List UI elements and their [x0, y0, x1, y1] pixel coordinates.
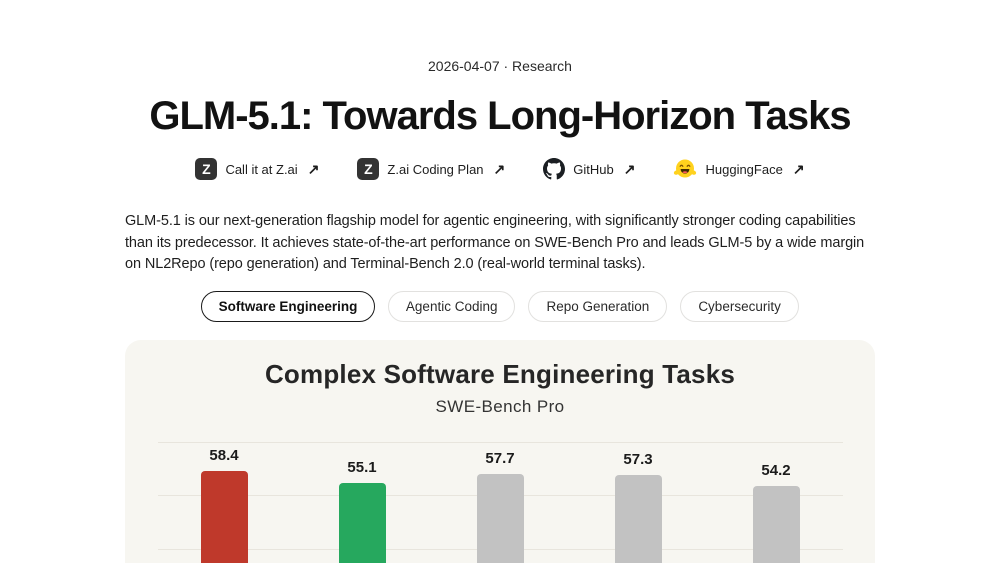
- links-row: Z Call it at Z.ai ↗ Z Z.ai Coding Plan ↗…: [0, 157, 1000, 181]
- bar-1: [200, 471, 248, 563]
- plot-area: 58.4 55.1 57.7 57.3 54.2: [125, 340, 875, 563]
- link-label: Call it at Z.ai: [225, 161, 298, 177]
- link-label: GitHub: [573, 161, 614, 177]
- zai-logo-icon: Z: [195, 158, 218, 180]
- tab-repo-generation[interactable]: Repo Generation: [528, 290, 668, 322]
- bar-5: [752, 486, 800, 563]
- link-zai-coding-plan[interactable]: Z Z.ai Coding Plan ↗: [357, 158, 505, 180]
- date-line: 2026-04-07 · Research: [428, 58, 572, 74]
- bar-value-label: 58.4: [209, 447, 239, 464]
- tab-cybersecurity[interactable]: Cybersecurity: [680, 290, 799, 322]
- external-link-icon: ↗: [307, 160, 320, 177]
- link-label: Z.ai Coding Plan: [387, 161, 484, 177]
- link-huggingface[interactable]: HuggingFace ↗: [673, 157, 805, 181]
- chart-subtitle: SWE-Bench Pro: [435, 397, 565, 416]
- link-call-it-at-zai[interactable]: Z Call it at Z.ai ↗: [195, 158, 319, 180]
- tab-agentic-coding[interactable]: Agentic Coding: [387, 290, 516, 322]
- category-tabs: Software Engineering Agentic Coding Repo…: [0, 290, 1000, 322]
- zai-logo-icon: Z: [357, 158, 380, 180]
- external-link-icon: ↗: [623, 160, 636, 177]
- link-label: HuggingFace: [705, 161, 783, 177]
- page-title: GLM-5.1: Towards Long-Horizon Tasks: [149, 94, 851, 138]
- huggingface-icon: [673, 157, 697, 181]
- intro-paragraph: GLM-5.1 is our next-generation flagship …: [125, 213, 865, 272]
- gridline: [158, 442, 843, 443]
- github-icon: [543, 158, 566, 180]
- bar-2: [338, 482, 386, 563]
- bar-value-label: 57.7: [485, 449, 515, 467]
- external-link-icon: ↗: [792, 160, 805, 177]
- bar-3: [476, 473, 524, 563]
- chart-card: Complex Software Engineering Tasks SWE-B…: [125, 340, 875, 563]
- bar-value-label: 54.2: [761, 462, 791, 480]
- bar-value-label: 57.3: [623, 450, 653, 468]
- external-link-icon: ↗: [493, 160, 506, 177]
- bar-value-label: 55.1: [347, 458, 377, 476]
- bar-4: [614, 474, 662, 563]
- chart-title: Complex Software Engineering Tasks: [264, 359, 736, 389]
- tab-software-engineering[interactable]: Software Engineering: [201, 291, 375, 322]
- link-github[interactable]: GitHub ↗: [543, 158, 635, 180]
